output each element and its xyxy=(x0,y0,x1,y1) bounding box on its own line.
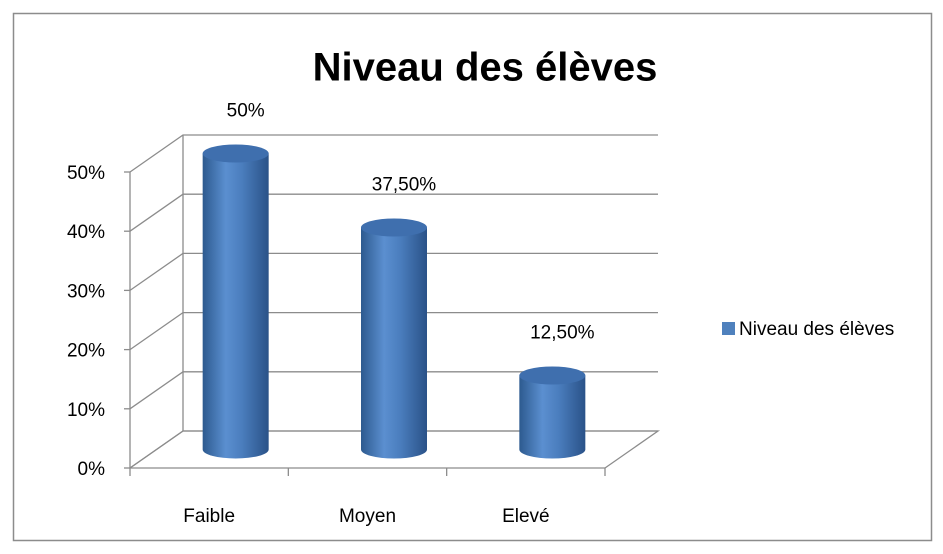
x-tick-label: Elevé xyxy=(502,506,550,527)
y-tick-label: 20% xyxy=(67,341,105,362)
chart-title: Niveau des élèves xyxy=(313,46,658,90)
grid-line xyxy=(129,311,658,351)
bar xyxy=(519,375,586,459)
grid-line xyxy=(129,430,658,469)
grid-line xyxy=(129,371,658,410)
data-label: 37,50% xyxy=(372,175,437,196)
x-tick-label: Faible xyxy=(183,506,235,527)
bar xyxy=(361,227,427,459)
y-tick-label: 10% xyxy=(67,400,105,421)
bar-top xyxy=(202,144,269,163)
grid-line xyxy=(129,134,658,173)
legend-swatch xyxy=(722,322,735,335)
grid-line xyxy=(129,193,658,232)
y-tick-label: 30% xyxy=(67,281,105,302)
bar-top xyxy=(519,366,586,385)
y-tick-label: 50% xyxy=(67,163,105,184)
data-label: 12,50% xyxy=(530,323,595,344)
bar xyxy=(202,153,269,459)
data-label: 50% xyxy=(227,101,265,122)
y-tick-label: 40% xyxy=(67,222,105,243)
bar-top xyxy=(361,218,427,237)
y-tick-label: 0% xyxy=(78,459,106,480)
x-tick-label: Moyen xyxy=(339,506,396,527)
grid-line xyxy=(129,252,658,291)
chart-border xyxy=(12,12,933,542)
legend-label: Niveau des élèves xyxy=(739,319,894,340)
